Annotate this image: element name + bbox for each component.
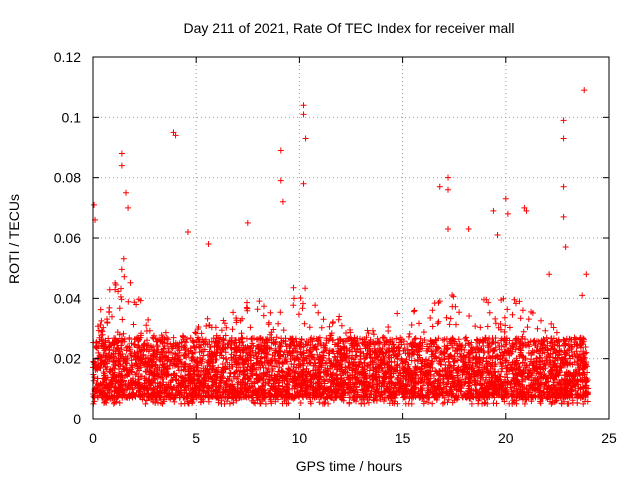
data-point xyxy=(490,207,497,214)
data-point xyxy=(125,204,132,211)
data-point xyxy=(123,189,130,196)
data-point xyxy=(560,135,567,142)
data-point xyxy=(583,271,590,278)
data-point xyxy=(118,162,125,169)
x-tick-label: 20 xyxy=(498,430,514,446)
data-point xyxy=(581,87,588,94)
data-point xyxy=(244,219,251,226)
data-point xyxy=(445,225,452,232)
data-point xyxy=(184,228,191,235)
data-point xyxy=(504,210,511,217)
grid xyxy=(93,57,609,419)
data-point xyxy=(579,292,586,299)
y-tick-label: 0.02 xyxy=(54,351,81,367)
x-tick-label: 15 xyxy=(395,430,411,446)
data-point xyxy=(523,207,530,214)
data-point xyxy=(170,129,177,136)
data-point xyxy=(172,132,179,139)
axis-ticks xyxy=(92,56,610,420)
y-tick-label: 0.06 xyxy=(54,230,81,246)
x-tick-label: 5 xyxy=(192,430,200,446)
x-tick-label: 10 xyxy=(292,430,308,446)
data-point xyxy=(277,177,284,184)
data-point xyxy=(546,271,553,278)
data-point xyxy=(436,183,443,190)
data-point xyxy=(277,147,284,154)
data-point xyxy=(445,186,452,193)
data-point xyxy=(300,102,307,109)
data-point xyxy=(205,241,212,248)
data-point xyxy=(465,225,472,232)
data-point xyxy=(562,244,569,251)
data-point xyxy=(521,204,528,211)
y-tick-labels: 0 0.02 0.04 0.06 0.08 0.1 0.12 xyxy=(54,49,81,427)
data-point xyxy=(279,198,286,205)
x-tick-label: 0 xyxy=(89,430,97,446)
data-points xyxy=(90,87,592,407)
y-tick-label: 0 xyxy=(73,411,81,427)
scatter-cloud xyxy=(90,255,592,407)
x-tick-label: 25 xyxy=(601,430,617,446)
y-tick-label: 0.04 xyxy=(54,290,81,306)
x-tick-labels: 0 5 10 15 20 25 xyxy=(89,430,617,446)
data-point xyxy=(300,180,307,187)
y-tick-label: 0.08 xyxy=(54,170,81,186)
y-tick-label: 0.12 xyxy=(54,49,81,65)
data-point xyxy=(560,213,567,220)
data-point xyxy=(445,174,452,181)
data-point xyxy=(302,135,309,142)
data-point xyxy=(502,195,509,202)
y-axis-label: ROTI / TECUs xyxy=(6,194,22,284)
data-point xyxy=(560,183,567,190)
chart-title: Day 211 of 2021, Rate Of TEC Index for r… xyxy=(184,20,515,36)
x-axis-label: GPS time / hours xyxy=(296,458,403,474)
data-point xyxy=(91,201,98,208)
data-point xyxy=(118,150,125,157)
data-point xyxy=(300,111,307,118)
y-tick-label: 0.1 xyxy=(62,109,82,125)
data-point xyxy=(494,231,501,238)
data-point xyxy=(560,117,567,124)
